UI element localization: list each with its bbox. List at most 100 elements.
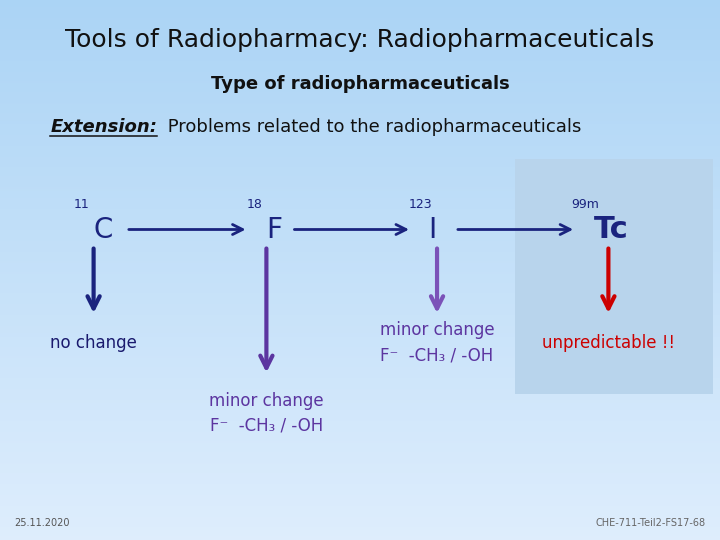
Bar: [0, 31, 720, 32]
Bar: [0, 56, 720, 58]
Bar: [0, 32, 720, 34]
Text: 11: 11: [73, 198, 89, 211]
Bar: [0, 373, 720, 374]
Bar: [0, 70, 720, 72]
Bar: [0, 301, 720, 302]
Bar: [0, 198, 720, 200]
Bar: [0, 173, 720, 174]
Bar: [0, 412, 720, 414]
Bar: [0, 358, 720, 360]
Bar: [0, 115, 720, 117]
Text: CHE-711-Teil2-FS17-68: CHE-711-Teil2-FS17-68: [595, 518, 706, 528]
Bar: [0, 497, 720, 498]
Bar: [0, 347, 720, 349]
Bar: [0, 196, 720, 198]
Bar: [0, 63, 720, 65]
Bar: [0, 88, 720, 90]
Bar: [0, 331, 720, 333]
Bar: [0, 371, 720, 373]
Bar: [0, 142, 720, 144]
Bar: [0, 110, 720, 112]
Bar: [0, 218, 720, 220]
Bar: [0, 11, 720, 12]
Bar: [0, 58, 720, 59]
Bar: [0, 409, 720, 410]
Bar: [515, 159, 713, 394]
Bar: [0, 34, 720, 36]
Bar: [0, 417, 720, 420]
Text: Problems related to the radiopharmaceuticals: Problems related to the radiopharmaceuti…: [162, 118, 581, 136]
Bar: [0, 220, 720, 221]
Bar: [0, 191, 720, 193]
Bar: [0, 245, 720, 247]
Bar: [0, 236, 720, 238]
Bar: [0, 486, 720, 488]
Text: 99m: 99m: [571, 198, 599, 211]
Bar: [0, 393, 720, 394]
Bar: [0, 425, 720, 427]
Bar: [0, 308, 720, 309]
Bar: [0, 150, 720, 151]
Bar: [0, 491, 720, 493]
Bar: [0, 205, 720, 207]
Bar: [0, 113, 720, 115]
Bar: [0, 495, 720, 497]
Bar: [0, 250, 720, 252]
Bar: [0, 76, 720, 77]
Bar: [0, 405, 720, 407]
Bar: [0, 153, 720, 155]
Bar: [0, 290, 720, 292]
Bar: [0, 390, 720, 393]
Bar: [0, 367, 720, 369]
Bar: [0, 376, 720, 378]
Bar: [0, 380, 720, 382]
Bar: [0, 214, 720, 216]
Bar: [0, 286, 720, 288]
Bar: [0, 140, 720, 142]
Bar: [0, 27, 720, 29]
Bar: [0, 96, 720, 97]
Bar: [0, 144, 720, 146]
Bar: [0, 155, 720, 157]
Text: F: F: [266, 215, 282, 244]
Bar: [0, 482, 720, 484]
Bar: [0, 479, 720, 481]
Bar: [0, 335, 720, 336]
Bar: [0, 444, 720, 447]
Bar: [0, 288, 720, 290]
Bar: [0, 228, 720, 231]
Bar: [0, 182, 720, 184]
Bar: [0, 69, 720, 70]
Bar: [0, 54, 720, 56]
Text: no change: no change: [50, 334, 137, 352]
Bar: [0, 177, 720, 178]
Text: minor change
F⁻  -CH₃ / -OH: minor change F⁻ -CH₃ / -OH: [209, 392, 324, 435]
Bar: [0, 119, 720, 120]
Bar: [0, 50, 720, 52]
Bar: [0, 346, 720, 347]
Bar: [0, 339, 720, 340]
Bar: [0, 4, 720, 5]
Bar: [0, 106, 720, 108]
Bar: [0, 15, 720, 16]
Bar: [0, 297, 720, 299]
Bar: [0, 83, 720, 85]
Bar: [0, 117, 720, 119]
Bar: [0, 275, 720, 277]
Bar: [0, 39, 720, 42]
Bar: [0, 200, 720, 201]
Bar: [0, 194, 720, 196]
Bar: [0, 5, 720, 7]
Bar: [0, 461, 720, 463]
Bar: [0, 340, 720, 342]
Bar: [0, 428, 720, 430]
Bar: [0, 72, 720, 74]
Bar: [0, 515, 720, 517]
Bar: [0, 204, 720, 205]
Bar: [0, 20, 720, 22]
Bar: [0, 137, 720, 139]
Bar: [0, 344, 720, 346]
Bar: [0, 452, 720, 454]
Text: I: I: [428, 215, 436, 244]
Bar: [0, 85, 720, 86]
